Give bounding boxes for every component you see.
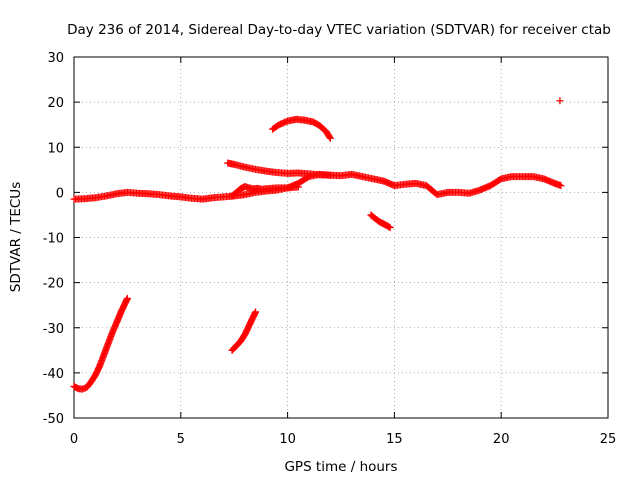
y-tick-labels: 30 20 10 0 -10 -20 -30 -40 -50 — [43, 51, 64, 427]
data-points — [70, 97, 565, 393]
data-point — [556, 97, 564, 105]
arc-trace — [269, 115, 334, 142]
x-tick-label: 15 — [386, 432, 403, 447]
bump-trace — [228, 183, 302, 200]
rise-trace-start — [70, 294, 131, 393]
y-axis-label: SDTVAR / TECUs — [8, 182, 24, 292]
grid-lines — [74, 57, 608, 418]
chart-title: Day 236 of 2014, Sidereal Day-to-day VTE… — [67, 22, 611, 38]
y-tick-label: -30 — [43, 322, 64, 337]
dip-trace — [367, 211, 394, 232]
data-point — [557, 182, 565, 190]
x-tick-label: 10 — [279, 432, 296, 447]
y-tick-label: -40 — [43, 367, 64, 382]
x-tick-label: 0 — [70, 432, 78, 447]
x-tick-label: 20 — [493, 432, 510, 447]
y-tick-label: 10 — [47, 141, 64, 156]
axis-ticks — [73, 56, 609, 419]
x-tick-label: 5 — [177, 432, 185, 447]
outlier — [556, 97, 564, 105]
data-point — [326, 171, 334, 179]
y-tick-label: 20 — [47, 96, 64, 111]
x-tick-labels: 0 5 10 15 20 25 — [70, 432, 616, 447]
y-tick-label: -10 — [43, 232, 64, 247]
data-point — [326, 133, 334, 141]
data-point — [252, 308, 260, 316]
y-tick-label: 30 — [47, 51, 64, 66]
main-trace-b — [224, 159, 334, 179]
y-tick-label: 0 — [56, 186, 64, 201]
x-tick-label: 25 — [600, 432, 617, 447]
data-point — [385, 223, 393, 231]
data-point — [326, 134, 334, 142]
x-axis-label: GPS time / hours — [284, 459, 397, 475]
rise-trace-mid — [228, 308, 260, 354]
data-point — [123, 294, 131, 302]
y-tick-label: -20 — [43, 277, 64, 292]
y-tick-label: -50 — [43, 412, 64, 427]
data-point — [294, 183, 302, 191]
data-point — [386, 224, 394, 232]
